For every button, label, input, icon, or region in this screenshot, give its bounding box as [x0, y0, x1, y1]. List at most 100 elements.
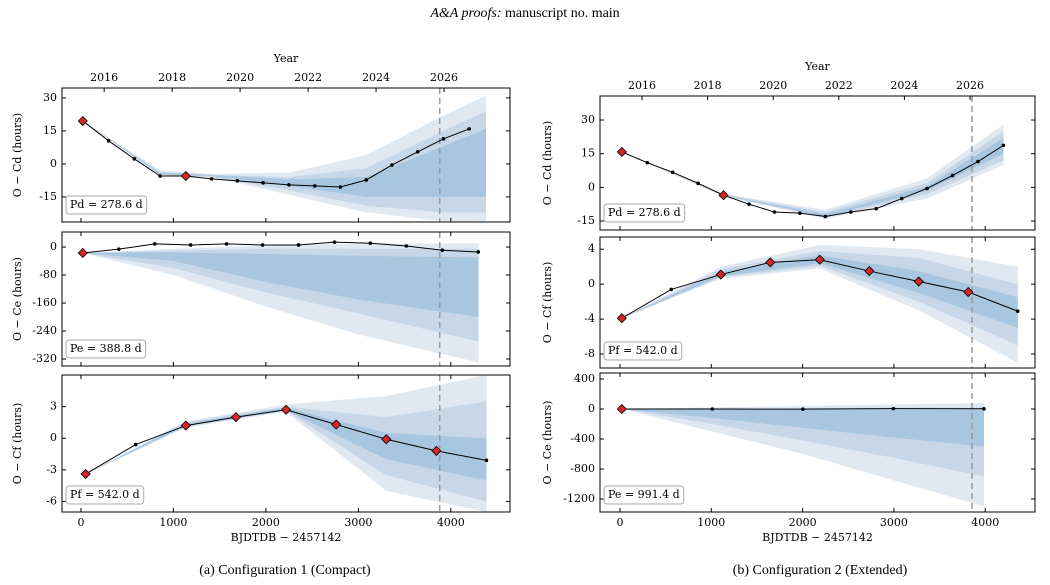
y-tick-label: 0: [588, 402, 595, 415]
axes-frame: [61, 231, 511, 367]
y-tick-label: -4: [584, 312, 595, 325]
model-point: [132, 157, 137, 161]
x-tick-label: 3000: [880, 516, 908, 529]
annotation: Pd = 278.6 d: [608, 206, 681, 219]
observed-transit: [814, 254, 825, 265]
y-tick-label: 0: [50, 157, 57, 170]
observed-transit: [180, 170, 191, 182]
x-axis-label: BJDTDB − 2457142: [762, 531, 873, 544]
y-tick-label: -1200: [563, 492, 595, 505]
observed-transit: [280, 404, 292, 415]
model-point: [364, 178, 369, 182]
observed-transit: [963, 286, 974, 298]
y-tick-label: -6: [46, 494, 57, 507]
model-point: [476, 250, 481, 254]
model-point: [950, 173, 955, 178]
model-point: [849, 210, 853, 214]
model-point: [874, 206, 879, 211]
x-tick-label: 0: [77, 516, 84, 529]
y-tick-label: -15: [39, 190, 57, 203]
observed-transit: [765, 257, 776, 268]
x2-tick-label: 2026: [956, 79, 984, 92]
x2-tick-label: 2016: [90, 71, 118, 84]
annotation-box: [603, 341, 683, 361]
model-point: [116, 247, 121, 251]
plot-area: [82, 232, 479, 366]
caption: (b) Configuration 2 (Extended): [733, 563, 908, 578]
x-tick-label: 1000: [159, 516, 187, 529]
observed-transit: [616, 313, 627, 324]
y-tick-label: 0: [50, 240, 57, 253]
y-tick-label: 400: [574, 372, 595, 385]
confidence-band: [621, 409, 984, 447]
x2-tick-label: 2022: [294, 71, 322, 84]
confidence-band: [82, 121, 486, 197]
model-point: [287, 183, 291, 187]
y-tick-label: 15: [43, 124, 57, 137]
model-point: [368, 241, 373, 245]
observed-transit: [864, 265, 875, 277]
x2-tick-label: 2024: [362, 71, 390, 84]
axes-frame: [599, 95, 1036, 231]
model-point: [261, 181, 265, 185]
y-tick-label: -800: [570, 462, 595, 475]
model-point: [440, 248, 445, 252]
model-point: [404, 244, 409, 248]
y-tick-label: 30: [43, 91, 57, 104]
model-point: [484, 458, 489, 463]
x2-tick-label: 2020: [226, 71, 254, 84]
axes-frame: [61, 374, 511, 513]
y-tick-label: 4: [588, 242, 595, 255]
annotation-box: [603, 485, 685, 505]
observed-transit: [715, 269, 726, 280]
observed-transit: [616, 403, 627, 415]
annotation: Pf = 542.0 d: [608, 344, 678, 357]
annotation-box: [65, 485, 145, 505]
x2-axis-label: Year: [804, 60, 830, 73]
model-point: [1015, 309, 1020, 314]
model-point: [823, 214, 828, 219]
model-line: [82, 241, 479, 254]
x2-axis-label: Year: [273, 52, 299, 65]
y-tick-label: -8: [584, 347, 595, 360]
plot-area: [82, 88, 486, 222]
annotation: Pe = 388.8 d: [70, 342, 142, 355]
model-point: [390, 163, 394, 167]
model-point: [338, 185, 343, 189]
model-point: [976, 159, 980, 164]
annotation-box: [603, 203, 686, 223]
model-point: [772, 210, 777, 214]
y-tick-label: 0: [588, 180, 595, 193]
model-point: [982, 406, 986, 411]
model-point: [925, 186, 929, 191]
y-tick-label: -15: [577, 214, 595, 227]
observed-transit: [77, 247, 88, 259]
model-point: [899, 196, 904, 201]
model-point: [441, 137, 446, 141]
model-point: [260, 243, 265, 247]
plot-area: [85, 375, 487, 512]
confidence-band: [82, 252, 479, 318]
x2-tick-label: 2020: [759, 79, 787, 92]
model-line: [82, 120, 470, 188]
x-tick-label: 4000: [437, 516, 465, 529]
header-italic: A&A proofs:: [429, 6, 501, 21]
model-point: [467, 127, 472, 131]
x2-tick-label: 2026: [430, 71, 458, 84]
model-point: [1001, 143, 1006, 148]
y-tick-label: -3: [46, 463, 57, 476]
annotation-box: [65, 339, 147, 359]
observed-transit: [331, 419, 342, 430]
model-point: [645, 160, 650, 165]
page-header: A&A proofs: manuscript no. main: [429, 6, 619, 21]
observed-transit: [180, 420, 191, 431]
x2-tick-label: 2016: [628, 79, 656, 92]
model-point: [312, 184, 317, 188]
model-point: [669, 287, 674, 292]
model-point: [891, 406, 896, 411]
model-point: [158, 174, 162, 178]
model-line: [621, 144, 1004, 218]
x-tick-label: 2000: [252, 516, 280, 529]
confidence-band: [85, 375, 487, 512]
